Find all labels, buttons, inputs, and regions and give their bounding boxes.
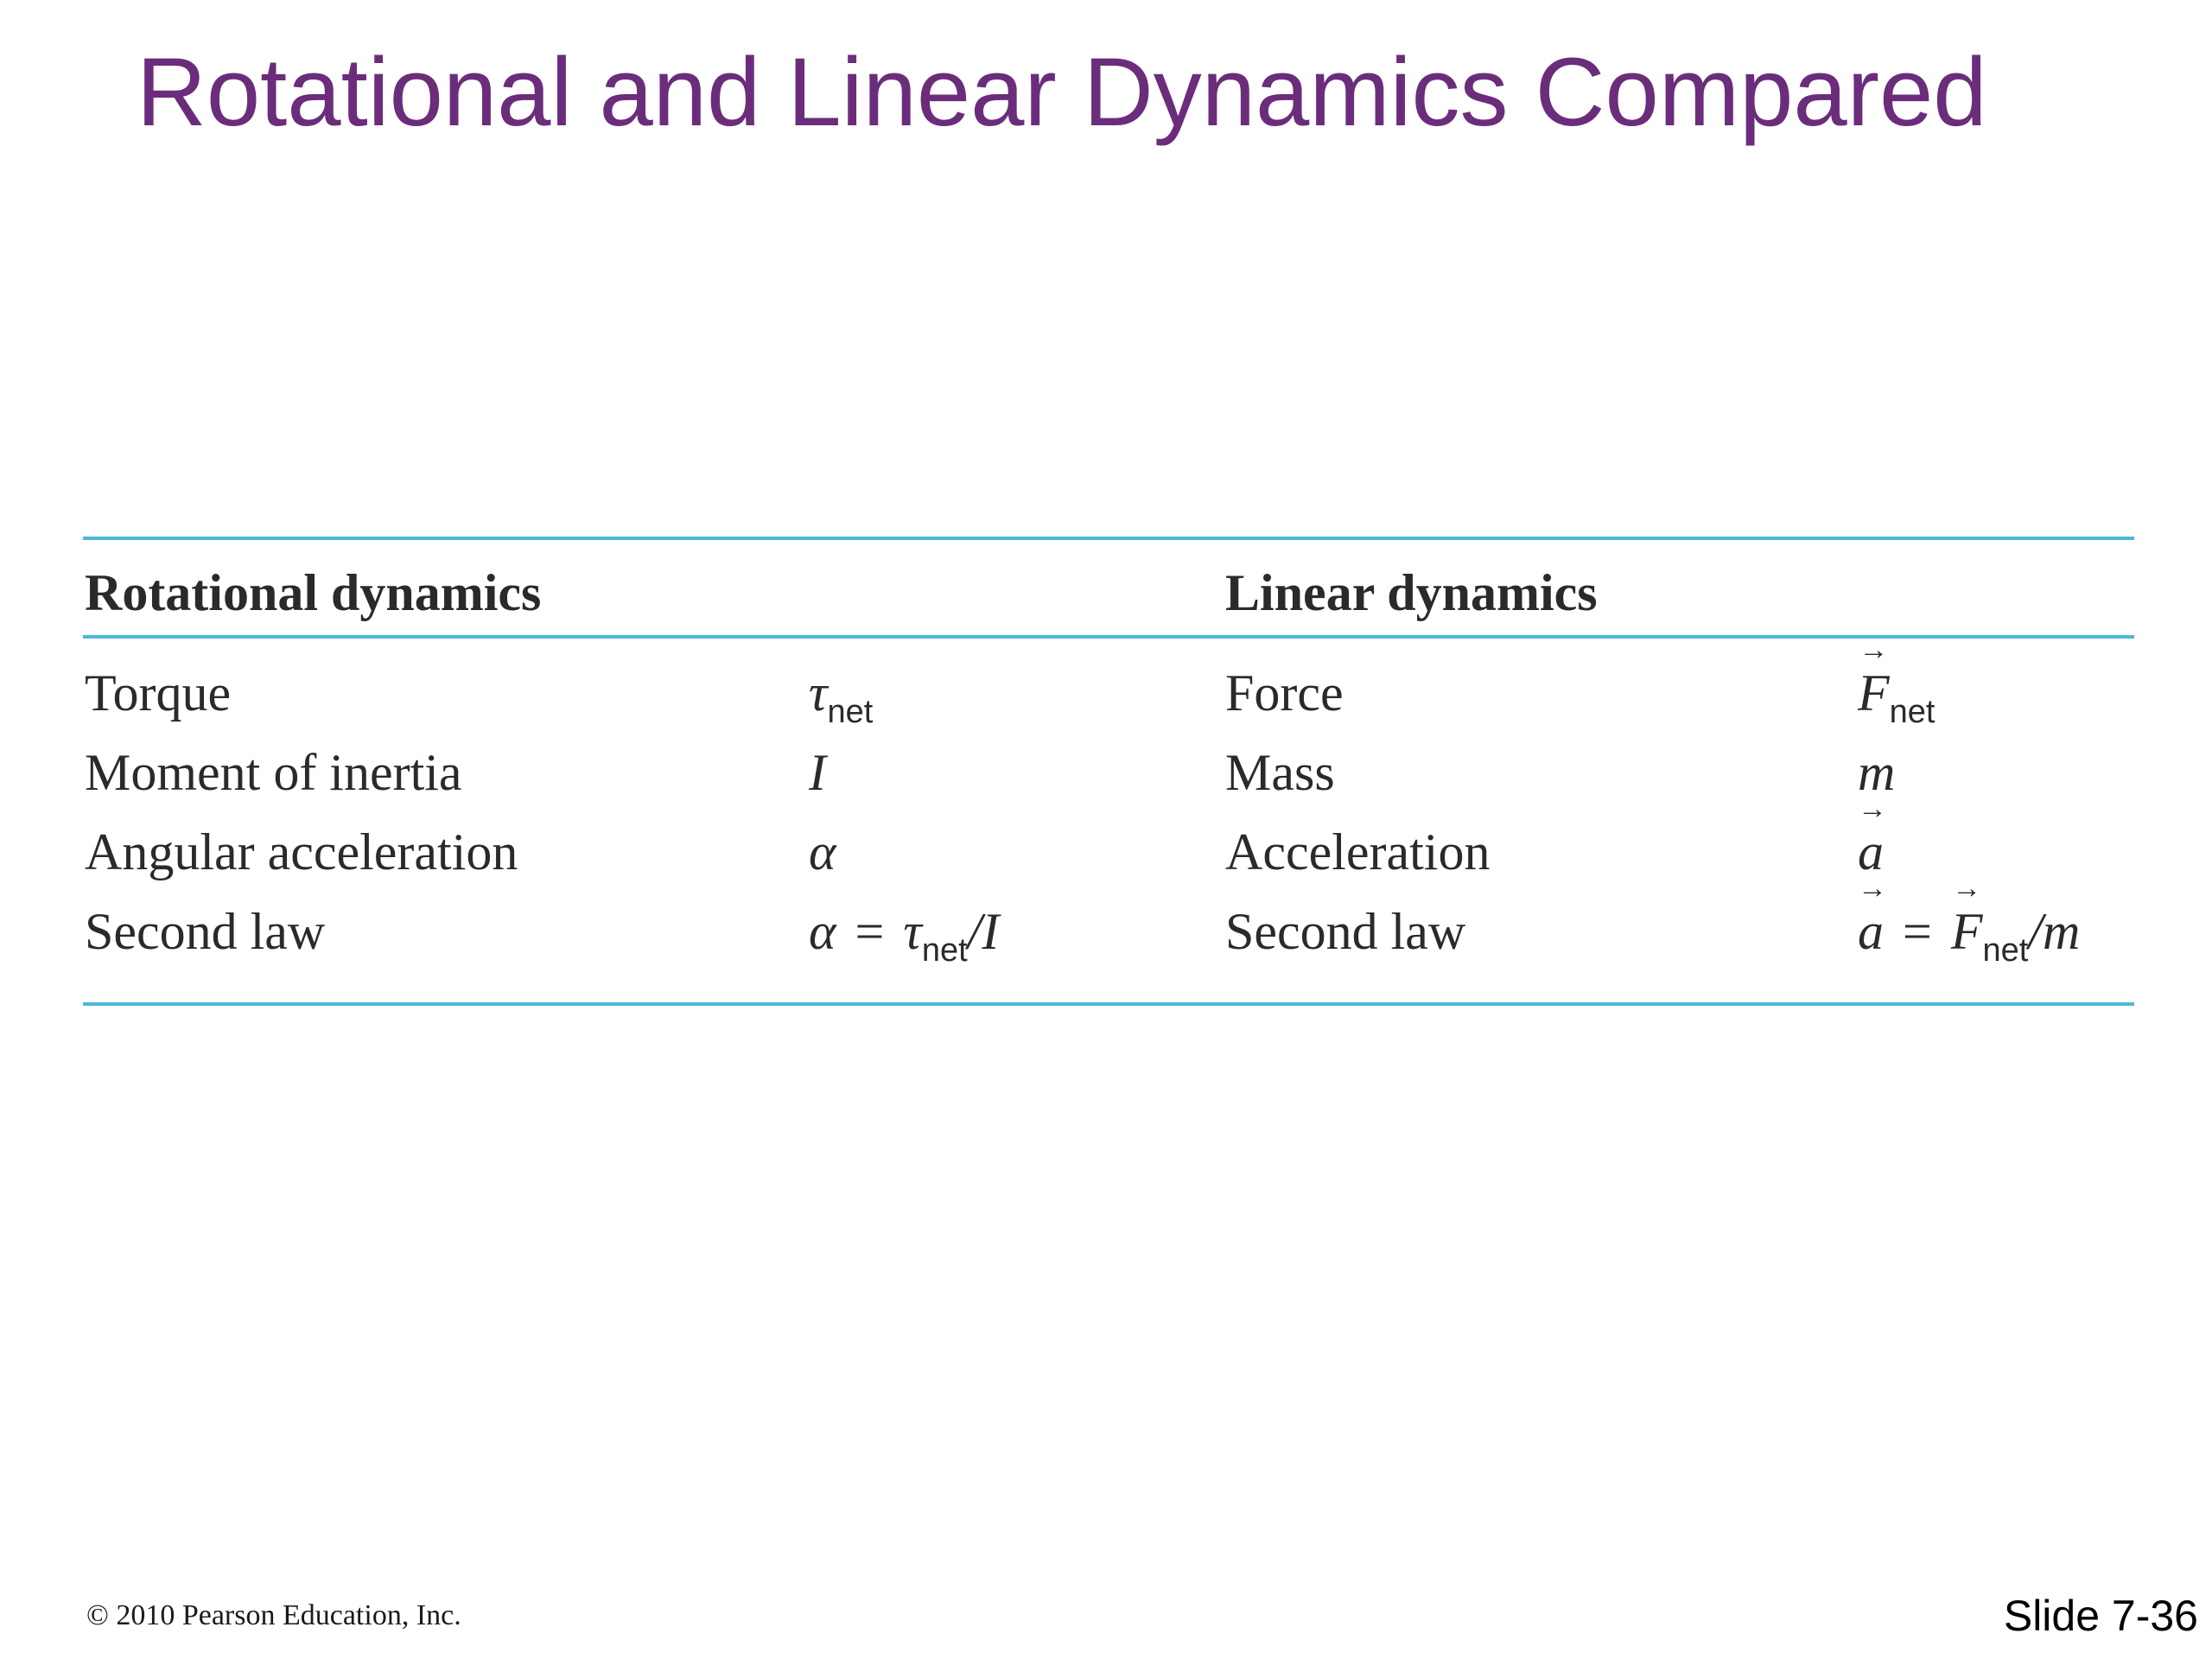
- equals-sign: =: [855, 903, 885, 960]
- slide-title: Rotational and Linear Dynamics Compared: [137, 38, 1987, 146]
- table-cell-acceleration-symbol: → a: [1858, 795, 1887, 883]
- net-subscript: net: [921, 932, 968, 969]
- tau-symbol: τ: [809, 664, 828, 721]
- equals-sign: =: [1903, 903, 1932, 960]
- header-linear-dynamics: Linear dynamics: [1225, 564, 1598, 621]
- net-subscript: net: [827, 694, 874, 730]
- acceleration-vector-symbol: → a: [1858, 874, 1887, 963]
- force-vector-symbol: → F: [1950, 874, 1983, 963]
- mass-symbol: m: [1858, 744, 1896, 801]
- force-letter: F: [1858, 664, 1890, 721]
- table-cell-second-law-linear: Second law: [1225, 903, 1466, 960]
- alpha-symbol: α: [809, 823, 836, 880]
- acceleration-vector-symbol: → a: [1858, 795, 1887, 883]
- force-letter: F: [1950, 903, 1983, 960]
- force-vector-symbol: → F: [1858, 636, 1890, 724]
- table-cell-inertia-symbol: I: [809, 741, 826, 804]
- table-header-rule: [83, 635, 2134, 639]
- copyright-notice: © 2010 Pearson Education, Inc.: [86, 1599, 461, 1631]
- table-top-rule: [83, 537, 2134, 540]
- table-cell-angular-acceleration: Angular acceleration: [85, 823, 518, 880]
- table-cell-moment-of-inertia: Moment of inertia: [85, 744, 462, 801]
- table-cell-alpha-symbol: α: [809, 821, 836, 883]
- alpha-symbol: α: [809, 903, 836, 960]
- slide-number: Slide 7-36: [2003, 1592, 2198, 1640]
- table-cell-force: Force: [1225, 664, 1344, 721]
- inertia-symbol: I: [809, 744, 826, 801]
- table-cell-mass: Mass: [1225, 744, 1335, 801]
- vector-arrow-icon: →: [1858, 793, 1887, 825]
- divide-by-inertia: /I: [967, 903, 1000, 960]
- table-cell-second-law-rotational: Second law: [85, 903, 326, 960]
- net-subscript: net: [1889, 694, 1936, 730]
- table-cell-rotational-second-law-equation: α = τnet/I: [809, 900, 999, 982]
- table-cell-acceleration: Acceleration: [1225, 823, 1491, 880]
- table-cell-mass-symbol: m: [1858, 741, 1895, 804]
- acceleration-letter: a: [1858, 903, 1884, 960]
- vector-arrow-icon: →: [1952, 873, 1982, 905]
- table-bottom-rule: [83, 1002, 2134, 1006]
- vector-arrow-icon: →: [1859, 634, 1889, 666]
- divide-by-mass: /m: [2028, 903, 2081, 960]
- acceleration-letter: a: [1858, 823, 1884, 880]
- tau-symbol: τ: [903, 903, 922, 960]
- table-cell-force-symbol: → Fnet: [1858, 636, 1936, 743]
- vector-arrow-icon: →: [1858, 873, 1887, 905]
- header-rotational-dynamics: Rotational dynamics: [85, 564, 542, 621]
- table-cell-linear-second-law-equation: → a = → Fnet/m: [1858, 874, 2081, 982]
- table-cell-torque: Torque: [85, 664, 232, 721]
- net-subscript: net: [1982, 932, 2029, 969]
- table-cell-torque-symbol: τnet: [809, 662, 873, 743]
